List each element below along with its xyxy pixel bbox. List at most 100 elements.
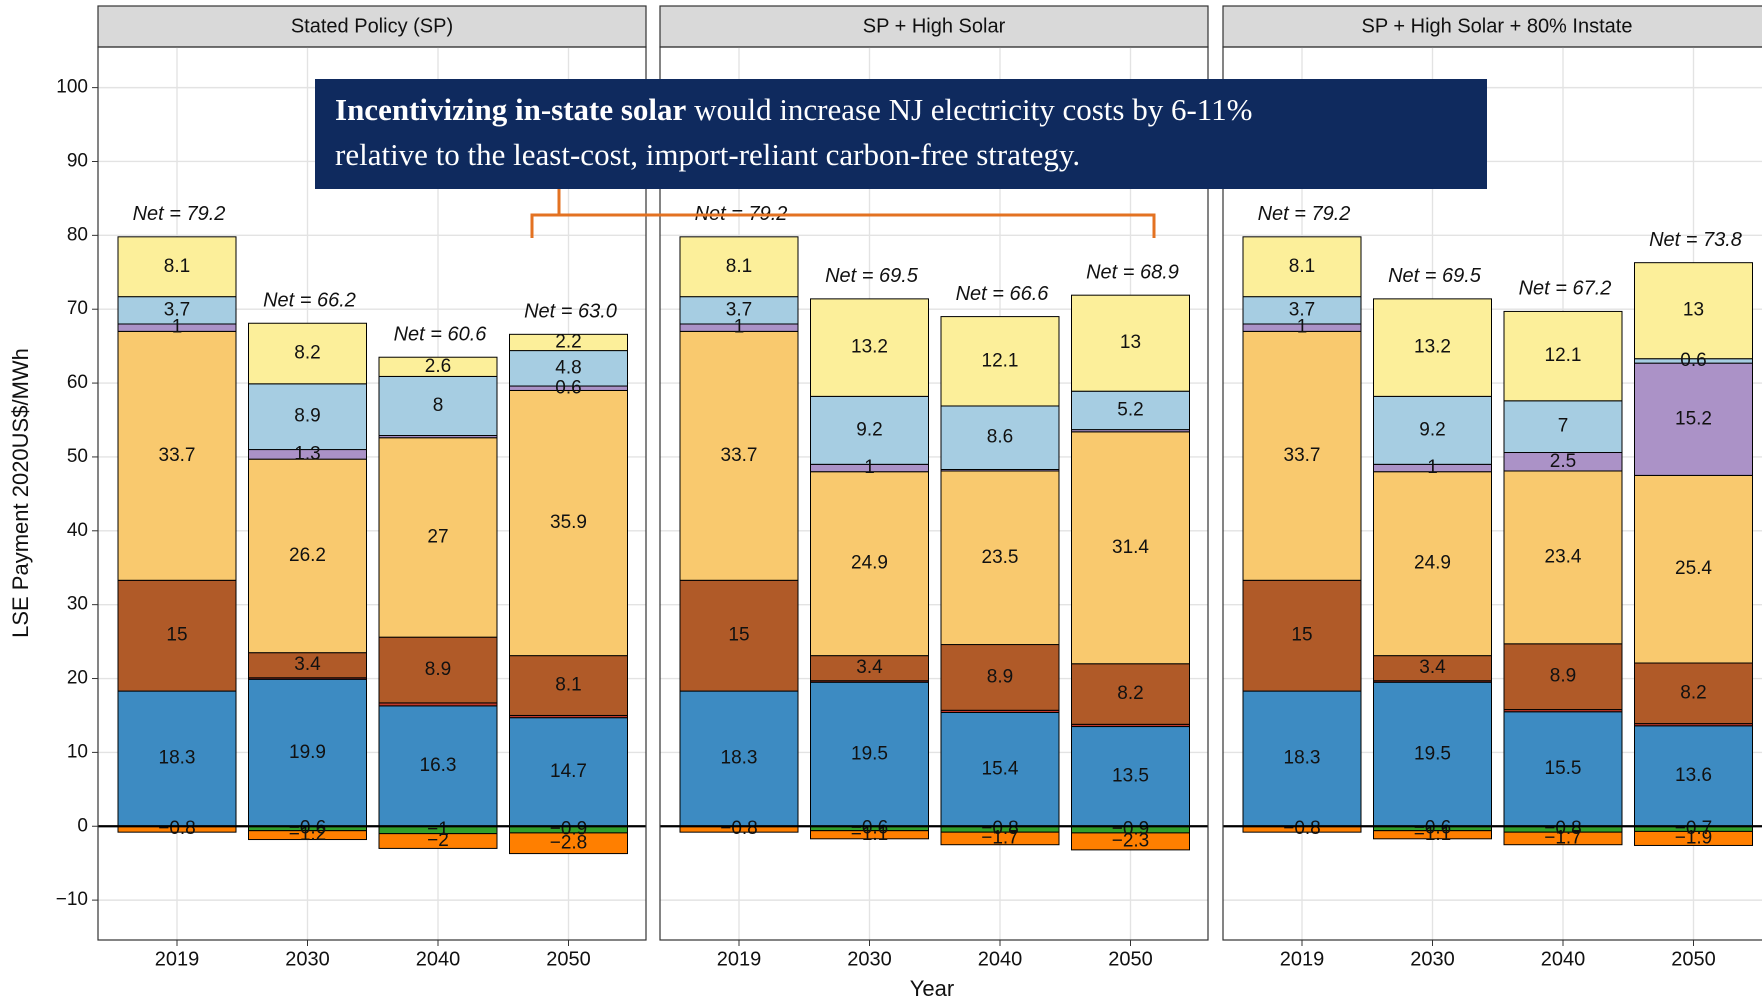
net-label: Net = 69.5	[825, 265, 919, 287]
data-label: 23.4	[1545, 546, 1582, 567]
data-label: 18.3	[159, 748, 196, 769]
data-label: 8.9	[1550, 666, 1576, 687]
x-tick-label: 2040	[416, 948, 461, 970]
y-tick-label: 70	[67, 298, 88, 319]
bar-segment	[1242, 579, 1362, 692]
data-label: 8	[433, 395, 444, 416]
data-label: 1	[1297, 317, 1308, 338]
data-label: 23.5	[982, 547, 1019, 568]
bar-segment	[940, 316, 1060, 407]
data-label: 16.3	[420, 755, 457, 776]
data-label: −1.7	[1544, 827, 1582, 848]
data-label: −0.8	[981, 818, 1019, 839]
net-label: Net = 69.5	[1388, 265, 1482, 287]
data-label: 8.1	[555, 675, 581, 696]
data-label: 1	[172, 317, 183, 338]
bar-segment	[1503, 400, 1623, 454]
data-label: 26.2	[289, 545, 326, 566]
bar-segment	[1373, 655, 1492, 682]
data-label: 19.5	[851, 743, 888, 764]
data-label: 12.1	[982, 350, 1019, 371]
data-label: 9.2	[856, 419, 882, 440]
net-label: Net = 63.0	[524, 301, 617, 323]
bar-segment	[378, 375, 498, 437]
annotation-line2: relative to the least-cost, import-relia…	[335, 137, 1080, 172]
data-label: 3.7	[726, 299, 752, 320]
bar-segment	[1242, 330, 1362, 581]
data-label: 9.2	[1419, 419, 1445, 440]
data-label: −0.8	[1544, 818, 1582, 839]
bar-segment	[509, 350, 628, 387]
bar-segment	[810, 471, 929, 657]
annotation-rest: would increase NJ electricity costs by 6…	[686, 92, 1252, 127]
bar-segment	[378, 437, 498, 638]
bar-segment	[117, 330, 237, 581]
bar-segment	[1373, 830, 1492, 840]
bar-segment	[679, 579, 799, 692]
data-label: 1.3	[294, 443, 320, 464]
bar-segment	[1634, 725, 1753, 827]
data-label: 8.1	[726, 256, 752, 277]
data-label: 19.5	[1414, 743, 1451, 764]
bar-segment	[1242, 236, 1362, 298]
data-label: 8.2	[294, 343, 320, 364]
bar-segment	[940, 405, 1060, 470]
data-label: 1	[1427, 457, 1438, 478]
data-label: 4.8	[555, 357, 581, 378]
data-label: 3.7	[164, 299, 190, 320]
x-tick-label: 2030	[1410, 948, 1455, 970]
x-tick-label: 2040	[978, 948, 1023, 970]
data-label: 3.4	[294, 654, 321, 675]
bar-segment	[248, 458, 367, 654]
strip	[659, 5, 1209, 48]
bar-segment	[117, 236, 237, 298]
data-label: 33.7	[1284, 445, 1321, 466]
bar-segment	[1071, 663, 1190, 725]
data-label: −0.9	[1112, 819, 1150, 840]
data-label: 8.6	[987, 427, 1013, 448]
y-tick-label: 80	[67, 224, 88, 245]
data-label: 8.1	[164, 256, 190, 277]
bar-segment	[1503, 470, 1623, 645]
panel-border	[1222, 46, 1762, 941]
data-label: −2.3	[1112, 830, 1150, 851]
bar-segment	[248, 383, 367, 451]
x-tick-label: 2040	[1541, 948, 1586, 970]
panel-border	[659, 46, 1209, 941]
net-label: Net = 79.2	[133, 203, 226, 225]
data-label: −1.9	[1675, 827, 1713, 848]
bar-segment	[248, 322, 367, 385]
data-label: −0.9	[550, 819, 588, 840]
bar-segment	[378, 636, 498, 704]
data-label: 3.7	[1289, 299, 1315, 320]
bar-segment	[1373, 395, 1492, 465]
bar-segment	[1634, 362, 1753, 476]
bar-segment	[679, 690, 799, 827]
bar-segment	[1242, 296, 1362, 325]
data-label: 0.6	[555, 377, 581, 398]
annotation-bracket	[530, 189, 1156, 238]
net-label: Net = 66.2	[263, 290, 356, 312]
annotation-bold: Incentivizing in-state solar	[335, 92, 687, 127]
data-label: 2.5	[1550, 451, 1576, 472]
data-label: 19.9	[289, 742, 326, 763]
data-label: 8.9	[425, 659, 451, 680]
data-label: −0.8	[158, 818, 196, 839]
bar-segment	[679, 296, 799, 325]
data-label: −0.8	[1283, 818, 1321, 839]
y-tick-label: 100	[56, 77, 88, 98]
bar-segment	[940, 644, 1060, 711]
data-label: 15.2	[1675, 408, 1712, 429]
bar-segment	[509, 389, 628, 657]
data-label: 13.6	[1675, 765, 1712, 786]
panel-border	[97, 46, 647, 941]
data-label: 33.7	[721, 445, 758, 466]
panel-title: SP + High Solar	[863, 15, 1006, 37]
bar-segment	[1503, 831, 1623, 846]
bar-segment	[1634, 830, 1753, 846]
data-label: 24.9	[1414, 553, 1451, 574]
bar-segment	[509, 832, 628, 855]
data-label: 13.2	[851, 337, 888, 358]
